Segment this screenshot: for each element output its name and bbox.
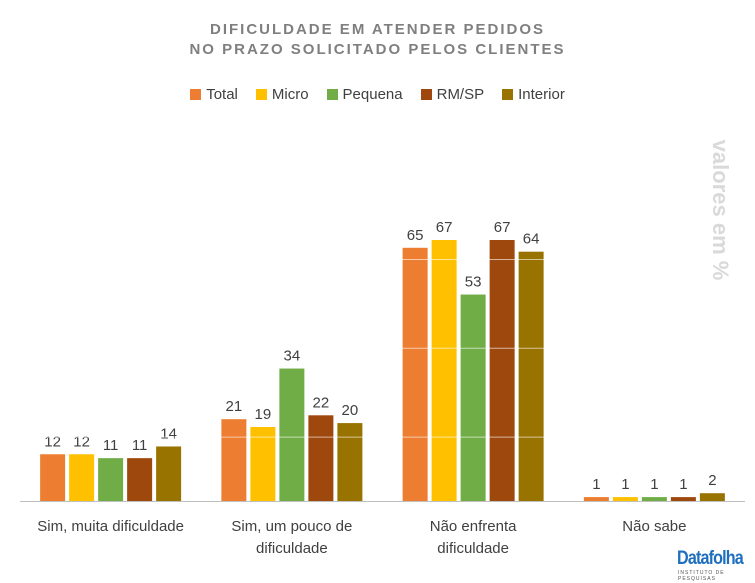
data-label: 21 bbox=[226, 398, 243, 415]
bar-pequena bbox=[641, 497, 667, 501]
bar-pequena bbox=[460, 294, 486, 501]
data-label: 67 bbox=[436, 219, 453, 236]
legend-label: Micro bbox=[271, 86, 309, 103]
data-label: 2 bbox=[708, 472, 716, 489]
bar-rm-sp bbox=[489, 240, 515, 501]
bar-interior bbox=[699, 493, 725, 501]
legend-item-rm-sp: RM/SP bbox=[420, 86, 485, 103]
data-label: 12 bbox=[73, 433, 90, 450]
data-label: 1 bbox=[679, 476, 687, 493]
x-tick-label: Não sabe bbox=[622, 518, 686, 535]
bar-micro bbox=[250, 426, 276, 501]
legend-label: RM/SP bbox=[436, 86, 485, 103]
bar-total bbox=[402, 247, 428, 501]
chart-title-line-2: NO PRAZO SOLICITADO PELOS CLIENTES bbox=[189, 41, 566, 58]
chart-title-line-1: DIFICULDADE EM ATENDER PEDIDOS bbox=[209, 21, 545, 38]
legend-item-pequena: Pequena bbox=[326, 86, 403, 103]
bar-rm-sp bbox=[670, 497, 696, 501]
data-label: 1 bbox=[621, 476, 629, 493]
legend-swatch bbox=[255, 89, 267, 100]
bar-rm-sp bbox=[127, 458, 153, 501]
bar-pequena bbox=[98, 458, 124, 501]
bar-interior bbox=[156, 446, 182, 501]
bar-rm-sp bbox=[308, 415, 334, 501]
legend-item-total: Total bbox=[190, 86, 238, 103]
legend-label: Interior bbox=[518, 86, 565, 103]
legend-label: Pequena bbox=[342, 86, 403, 103]
legend-label: Total bbox=[206, 86, 238, 103]
data-label: 53 bbox=[465, 274, 482, 291]
data-label: 22 bbox=[313, 394, 330, 411]
x-tick-label: Sim, muita dificuldade bbox=[37, 518, 184, 535]
bar-interior bbox=[518, 251, 544, 501]
datafolha-logo: Datafolha bbox=[677, 548, 744, 569]
bar-micro bbox=[69, 454, 95, 501]
bar-micro bbox=[431, 240, 457, 501]
bar-pequena bbox=[279, 368, 305, 501]
legend-item-micro: Micro bbox=[255, 86, 309, 103]
legend: Total Micro Pequena RM/SP Interior bbox=[0, 86, 755, 103]
bar-total bbox=[40, 454, 66, 501]
legend-swatch bbox=[190, 89, 202, 100]
legend-swatch bbox=[502, 89, 514, 100]
data-label: 11 bbox=[103, 437, 119, 454]
legend-swatch bbox=[326, 89, 338, 100]
bar-total bbox=[221, 419, 247, 501]
bar-interior bbox=[337, 423, 363, 501]
x-tick-label: Sim, um pouco de bbox=[231, 518, 352, 535]
data-label: 14 bbox=[160, 425, 177, 442]
data-label: 12 bbox=[44, 433, 61, 450]
x-tick-label: dificuldade bbox=[256, 540, 328, 557]
x-tick-label: Não enfrenta bbox=[430, 518, 517, 535]
data-label: 1 bbox=[650, 476, 658, 493]
data-label: 20 bbox=[342, 402, 359, 419]
x-tick-label: dificuldade bbox=[437, 540, 509, 557]
data-label: 1 bbox=[592, 476, 600, 493]
data-label: 65 bbox=[407, 227, 424, 244]
data-label: 11 bbox=[132, 437, 148, 454]
bar-total bbox=[583, 497, 609, 501]
data-label: 64 bbox=[523, 231, 540, 248]
datafolha-logo-subtitle: INSTITUTO DE PESQUISAS bbox=[678, 570, 725, 582]
data-label: 34 bbox=[284, 348, 301, 365]
legend-swatch bbox=[420, 89, 432, 100]
data-label: 19 bbox=[255, 406, 272, 423]
legend-item-interior: Interior bbox=[502, 86, 565, 103]
bar-micro bbox=[612, 497, 638, 501]
data-label: 67 bbox=[494, 219, 511, 236]
